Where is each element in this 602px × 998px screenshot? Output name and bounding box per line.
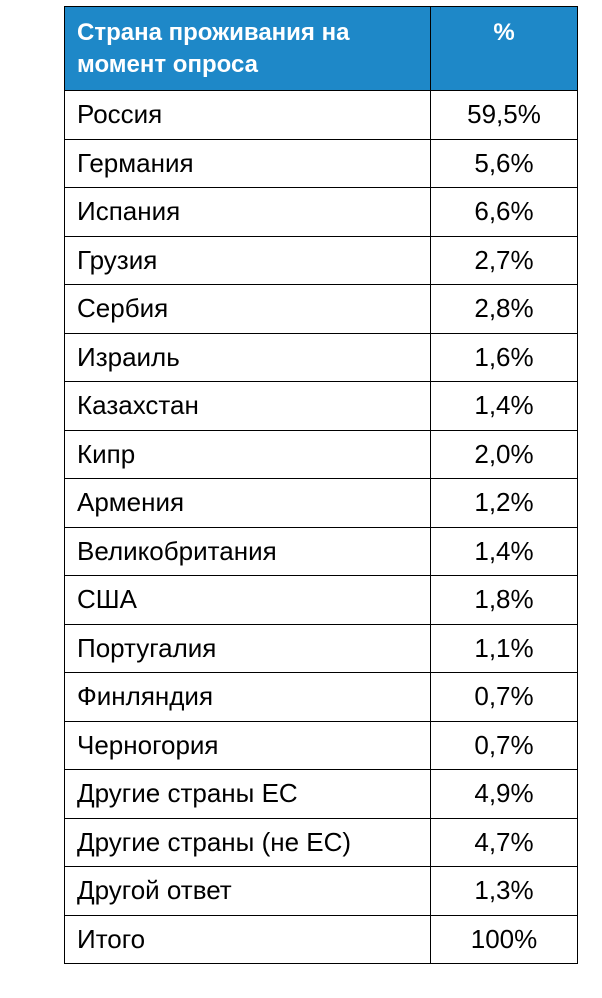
percent-cell: 0,7% (430, 720, 578, 770)
percent-cell: 1,1% (430, 623, 578, 673)
percent-cell: 1,8% (430, 575, 578, 625)
table-row: Финляндия 0,7% (64, 672, 578, 722)
country-cell: Германия (64, 138, 431, 188)
header-row: Страна проживания на момент опроса % (64, 6, 578, 91)
table-body: Россия 59,5% Германия 5,6% Испания 6,6% Грузия… (64, 90, 578, 964)
table-row: Испания 6,6% (64, 187, 578, 237)
percent-cell: 0,7% (430, 672, 578, 722)
percent-cell: 2,7% (430, 235, 578, 285)
percent-cell: 59,5% (430, 90, 578, 140)
table-row: Германия 5,6% (64, 138, 578, 188)
table-row: Великобритания 1,4% (64, 526, 578, 576)
header-country: Страна проживания на момент опроса (64, 6, 431, 91)
table-row: Сербия 2,8% (64, 284, 578, 334)
percent-cell: 5,6% (430, 138, 578, 188)
percent-cell: 2,8% (430, 284, 578, 334)
table-row: Кипр 2,0% (64, 429, 578, 479)
table-header: Страна проживания на момент опроса % (64, 6, 578, 91)
table-row: Армения 1,2% (64, 478, 578, 528)
table-row: Другие страны ЕС 4,9% (64, 769, 578, 819)
table-row: Другие страны (не ЕС) 4,7% (64, 817, 578, 867)
table-row: Россия 59,5% (64, 90, 578, 140)
table-row: Черногория 0,7% (64, 720, 578, 770)
country-cell: Другой ответ (64, 866, 431, 916)
percent-cell: 1,4% (430, 526, 578, 576)
percent-cell: 1,6% (430, 332, 578, 382)
table-row: Грузия 2,7% (64, 235, 578, 285)
percent-cell: 4,9% (430, 769, 578, 819)
country-cell: Другие страны (не ЕС) (64, 817, 431, 867)
table-row: Португалия 1,1% (64, 623, 578, 673)
percent-cell: 100% (430, 914, 578, 964)
country-cell: Финляндия (64, 672, 431, 722)
country-cell: Казахстан (64, 381, 431, 431)
country-cell: Сербия (64, 284, 431, 334)
percent-cell: 4,7% (430, 817, 578, 867)
country-cell: Россия (64, 90, 431, 140)
table-row: Другой ответ 1,3% (64, 866, 578, 916)
percent-cell: 6,6% (430, 187, 578, 237)
country-cell: Португалия (64, 623, 431, 673)
country-cell: Армения (64, 478, 431, 528)
percent-cell: 2,0% (430, 429, 578, 479)
country-cell: Кипр (64, 429, 431, 479)
country-share-table: Страна проживания на момент опроса % Рос… (64, 6, 578, 964)
percent-cell: 1,4% (430, 381, 578, 431)
table-row: Итого 100% (64, 914, 578, 964)
header-percent: % (430, 6, 578, 91)
country-cell: Израиль (64, 332, 431, 382)
percent-cell: 1,3% (430, 866, 578, 916)
country-cell: Итого (64, 914, 431, 964)
country-cell: Испания (64, 187, 431, 237)
country-cell: США (64, 575, 431, 625)
table-row: Израиль 1,6% (64, 332, 578, 382)
country-cell: Черногория (64, 720, 431, 770)
table-row: Казахстан 1,4% (64, 381, 578, 431)
country-cell: Грузия (64, 235, 431, 285)
percent-cell: 1,2% (430, 478, 578, 528)
country-cell: Другие страны ЕС (64, 769, 431, 819)
country-cell: Великобритания (64, 526, 431, 576)
table-row: США 1,8% (64, 575, 578, 625)
